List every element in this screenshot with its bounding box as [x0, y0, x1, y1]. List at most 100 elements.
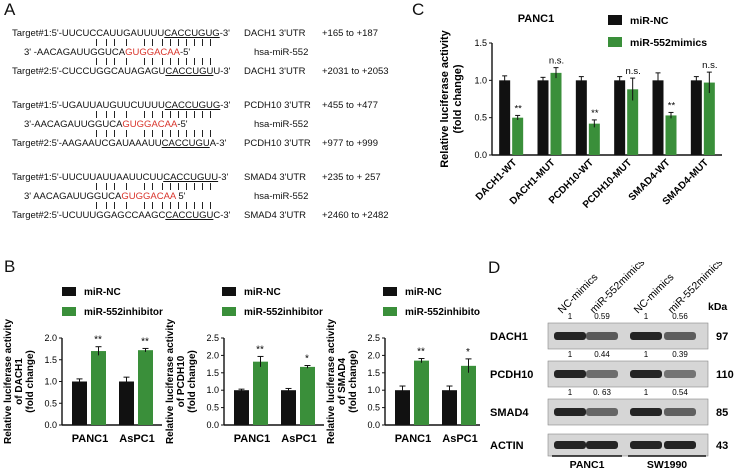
sequence-prefix: 5'-AAGAAUCGAUAAAUU: [51, 138, 162, 149]
gene-label: hsa-miR-552: [254, 191, 309, 202]
legend-label: miR-NC: [84, 287, 121, 298]
target-label: Target#2:: [12, 210, 52, 221]
target-label: Target#1:: [12, 100, 52, 111]
y-axis-label: Relative luciferase activityof DACH1(fol…: [3, 319, 36, 445]
band-quantification: 0.44: [594, 350, 610, 359]
y-tick-label: 1.0: [44, 377, 57, 387]
bar: [72, 381, 87, 425]
sequence-prefix: 5'-UGAUUAUGUUCUUUU: [51, 100, 165, 111]
y-tick-label: 1.5: [474, 38, 487, 48]
legend-label: miR-NC: [405, 287, 442, 298]
binding-site: CACCUGU: [165, 66, 214, 77]
sequence-row: 3' AACAGAUUGGUCAGUGGACAA 5': [24, 191, 186, 203]
sequence-suffix: -3': [218, 172, 229, 183]
y-tick-label: 2.5: [206, 333, 219, 343]
binding-site: CACCUGU: [165, 210, 214, 221]
x-category-label: AsPC1: [442, 433, 477, 445]
legend-label: miR-552inhibitor: [405, 307, 480, 318]
panel-letter-a: A: [4, 0, 16, 19]
base-pairing-marks: [92, 39, 232, 46]
sequence-row: 3' -AACAGAUUGGUCAGUGGACAA-5': [24, 47, 190, 59]
luciferase-chart-3: miR-NC miR-552inhibitor 0.0 0.5 1.0 1.5 2.0 2.5…: [326, 287, 480, 445]
position-range: +2031 to +2053: [322, 66, 389, 77]
sequence-prefix: 5'-CUCCUGGCAUAGAGU: [51, 66, 166, 77]
sequence-row: Target#2:5'-UCUUUGGAGCCAAGCCACCUGUC-3': [12, 210, 231, 222]
binding-site: CACCUGUG: [164, 28, 220, 39]
molecular-weight: 97: [716, 331, 728, 343]
position-range: +165 to +187: [322, 28, 378, 39]
y-tick-label: 1.0: [206, 385, 219, 395]
sequence-suffix: -5': [179, 47, 191, 58]
bar: [461, 365, 476, 425]
bar: [614, 80, 626, 155]
sequence-row: Target#2:5'-AAGAAUCGAUAAAUUCACCUGUA-3': [12, 138, 226, 150]
bar: [300, 366, 315, 425]
significance-mark: n.s.: [626, 66, 641, 77]
y-axis-label: Relative luciferase activityof SMAD4(fol…: [326, 319, 359, 445]
protein-band: [554, 370, 586, 378]
protein-band: [630, 332, 662, 340]
bar: [414, 360, 429, 425]
protein-band: [664, 332, 696, 340]
molecular-weight: 43: [716, 440, 728, 452]
bar: [703, 82, 715, 155]
bar: [575, 80, 587, 155]
bar: [512, 117, 524, 155]
sequence-prefix: 3' -AACAGAUUGGUCA: [24, 47, 126, 58]
legend-swatch: [222, 287, 236, 296]
molecular-weight: 85: [716, 407, 728, 419]
significance-mark: **: [141, 336, 149, 347]
legend-label: miR-552inhibitor: [84, 307, 163, 318]
panel-letter-b: B: [4, 257, 16, 276]
legend-label: miR-552mimics: [630, 37, 707, 49]
band-quantification: 1: [644, 350, 649, 359]
y-tick-label: 0.0: [206, 420, 219, 430]
base-pairing-marks: [92, 111, 232, 118]
band-quantification: 1: [644, 312, 649, 321]
sequence-row: Target#2:5'-CUCCUGGCAUAGAGUCACCUGUU-3': [12, 66, 231, 78]
significance-mark: **: [417, 347, 425, 358]
x-category-label: PANC1: [395, 433, 431, 445]
y-tick-label: 1.0: [367, 385, 380, 395]
protein-band: [554, 441, 586, 449]
y-tick-label: 0.0: [474, 150, 487, 160]
y-tick-label: 0.5: [206, 403, 219, 413]
protein-band: [630, 441, 662, 449]
bar: [499, 80, 511, 155]
legend-swatch: [608, 37, 622, 47]
bar: [138, 350, 153, 425]
sequence-prefix: 5'-UCUUUGGAGCCAAGC: [51, 210, 166, 221]
y-tick-label: 0.5: [44, 398, 57, 408]
band-quantification: 1: [568, 388, 573, 397]
binding-site: CACCUGU: [161, 138, 210, 149]
band-quantification: 0.39: [672, 350, 688, 359]
bar: [550, 72, 562, 155]
y-tick-label: 1.5: [206, 368, 219, 378]
band-quantification: 0.56: [672, 312, 688, 321]
bar: [588, 123, 600, 155]
base-pairing-marks: [92, 202, 232, 209]
bar: [281, 390, 296, 425]
chart-title: PANC1: [518, 13, 554, 25]
y-tick-label: 0.5: [474, 113, 487, 123]
panel-letter-d: D: [488, 258, 501, 277]
legend-swatch: [62, 307, 76, 316]
y-axis-label: Relative luciferase activity(fold change…: [439, 29, 464, 167]
protein-band: [664, 441, 696, 449]
protein-band: [586, 332, 618, 340]
base-pairing-marks: [92, 183, 232, 190]
legend-swatch: [222, 307, 236, 316]
band-quantification: 0. 63: [593, 388, 611, 397]
sequence-suffix: -3': [219, 28, 230, 39]
protein-band: [586, 441, 618, 449]
position-range: +977 to +999: [322, 138, 378, 149]
binding-site: CACCUGUU: [163, 172, 219, 183]
position-range: +235 to + 257: [322, 172, 381, 183]
protein-band: [664, 370, 696, 378]
protein-label: DACH1: [490, 331, 528, 343]
band-quantification: 1: [568, 350, 573, 359]
sequence-prefix: 5'-UUCUCCAUUGAUUUU: [51, 28, 165, 39]
target-label: Target#2:: [12, 138, 52, 149]
cell-line-label: PANC1: [570, 459, 605, 470]
gene-label: PCDH10 3'UTR: [244, 100, 311, 111]
